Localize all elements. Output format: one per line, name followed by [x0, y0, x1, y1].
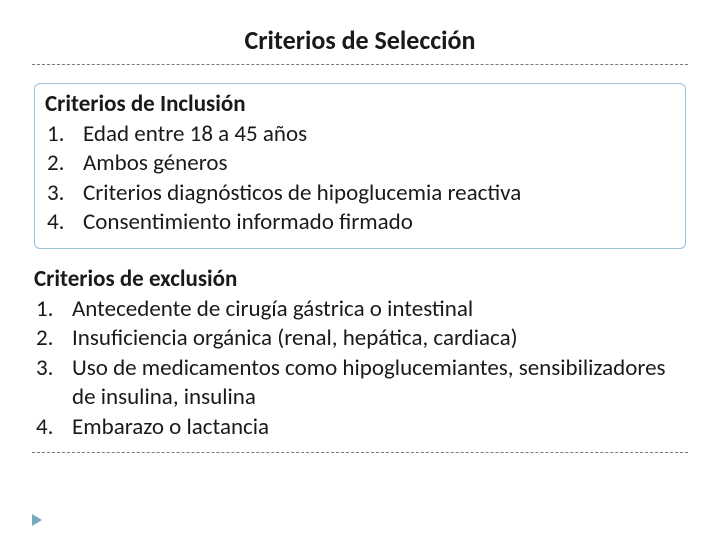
list-item: 1. Antecedente de cirugía gástrica o int…: [34, 295, 686, 324]
inclusion-heading: Criterios de Inclusión: [45, 90, 675, 118]
divider-top: [32, 64, 688, 65]
item-text: Ambos géneros: [83, 149, 675, 178]
item-number: 3.: [34, 354, 72, 413]
inclusion-list: 1. Edad entre 18 a 45 años 2. Ambos géne…: [45, 120, 675, 238]
item-number: 1.: [45, 120, 83, 149]
list-item: 3. Uso de medicamentos como hipoglucemia…: [34, 354, 686, 413]
item-number: 3.: [45, 179, 83, 208]
item-text: Consentimiento informado firmado: [83, 208, 675, 237]
item-text: Criterios diagnósticos de hipoglucemia r…: [83, 179, 675, 208]
item-text: Edad entre 18 a 45 años: [83, 120, 675, 149]
list-item: 2. Ambos géneros: [45, 149, 675, 178]
item-text: Embarazo o lactancia: [72, 413, 686, 442]
item-number: 4.: [34, 413, 72, 442]
slide-container: Criterios de Selección Criterios de Incl…: [0, 0, 720, 540]
slide-title: Criterios de Selección: [32, 24, 688, 56]
item-number: 2.: [45, 149, 83, 178]
play-marker-icon: [32, 514, 42, 526]
item-number: 1.: [34, 295, 72, 324]
item-number: 2.: [34, 324, 72, 353]
exclusion-list: 1. Antecedente de cirugía gástrica o int…: [34, 295, 686, 442]
list-item: 1. Edad entre 18 a 45 años: [45, 120, 675, 149]
inclusion-box: Criterios de Inclusión 1. Edad entre 18 …: [34, 83, 686, 249]
exclusion-heading: Criterios de exclusión: [34, 265, 686, 293]
list-item: 3. Criterios diagnósticos de hipoglucemi…: [45, 179, 675, 208]
list-item: 4. Embarazo o lactancia: [34, 413, 686, 442]
item-text: Insuficiencia orgánica (renal, hepática,…: [72, 324, 686, 353]
exclusion-block: Criterios de exclusión 1. Antecedente de…: [32, 265, 688, 442]
item-text: Uso de medicamentos como hipoglucemiante…: [72, 354, 686, 413]
list-item: 2. Insuficiencia orgánica (renal, hepáti…: [34, 324, 686, 353]
list-item: 4. Consentimiento informado firmado: [45, 208, 675, 237]
item-text: Antecedente de cirugía gástrica o intest…: [72, 295, 686, 324]
divider-bottom: [32, 452, 688, 453]
item-number: 4.: [45, 208, 83, 237]
